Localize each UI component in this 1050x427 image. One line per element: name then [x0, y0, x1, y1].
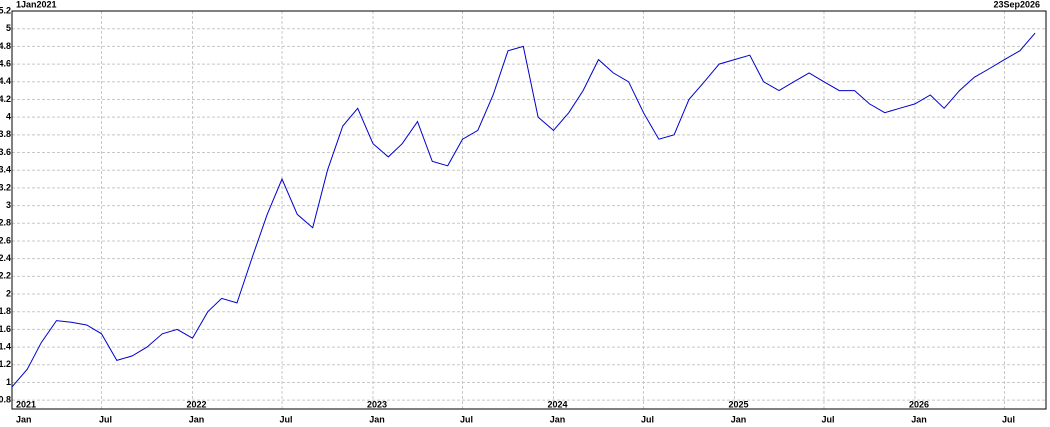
y-tick-label: 3.2 [0, 182, 11, 192]
y-tick-label: 1 [6, 377, 11, 387]
y-tick-label: 3.6 [0, 147, 11, 157]
x-tick-label: Jul [821, 414, 834, 424]
y-tick-label: 2.4 [0, 253, 11, 263]
end-date-label: 23Sep2026 [993, 0, 1040, 9]
x-tick-label: Jul [641, 414, 654, 424]
y-tick-label: 4.8 [0, 41, 11, 51]
y-tick-label: 4 [6, 112, 11, 122]
y-tick-label: 1.8 [0, 306, 11, 316]
y-tick-label: 0.8 [0, 395, 11, 405]
y-tick-label: 1.4 [0, 341, 11, 351]
y-tick-label: 4.6 [0, 58, 11, 68]
data-line [11, 32, 1036, 388]
year-label: 2026 [909, 399, 929, 409]
y-tick-label: 1.2 [0, 359, 11, 369]
y-tick-label: 2.2 [0, 271, 11, 281]
x-tick-label: Jan [369, 414, 385, 424]
x-tick-label: Jul [99, 414, 112, 424]
y-tick-label: 3.8 [0, 129, 11, 139]
x-tick-label: Jan [189, 414, 205, 424]
y-tick-label: 4.4 [0, 76, 11, 86]
y-tick-label: 4.2 [0, 94, 11, 104]
year-label: 2024 [547, 399, 567, 409]
x-tick-label: Jan [911, 414, 927, 424]
x-tick-label: Jul [279, 414, 292, 424]
x-tick-label: Jan [550, 414, 566, 424]
x-tick-label: Jul [460, 414, 473, 424]
y-tick-label: 5 [6, 23, 11, 33]
year-label: 2021 [16, 399, 36, 409]
y-tick-label: 3.4 [0, 165, 11, 175]
y-tick-label: 5.2 [0, 5, 11, 15]
year-label: 2022 [186, 399, 206, 409]
y-tick-label: 1.6 [0, 324, 11, 334]
year-label: 2023 [367, 399, 387, 409]
y-tick-label: 2.8 [0, 218, 11, 228]
year-label: 2025 [728, 399, 748, 409]
y-tick-label: 3 [6, 200, 11, 210]
start-date-label: 1Jan2021 [16, 0, 57, 9]
plot-frame [11, 10, 1047, 410]
x-tick-label: Jul [1002, 414, 1015, 424]
x-tick-label: Jan [731, 414, 747, 424]
y-tick-label: 2.6 [0, 235, 11, 245]
x-tick-label: Jan [16, 414, 32, 424]
y-tick-label: 2 [6, 288, 11, 298]
